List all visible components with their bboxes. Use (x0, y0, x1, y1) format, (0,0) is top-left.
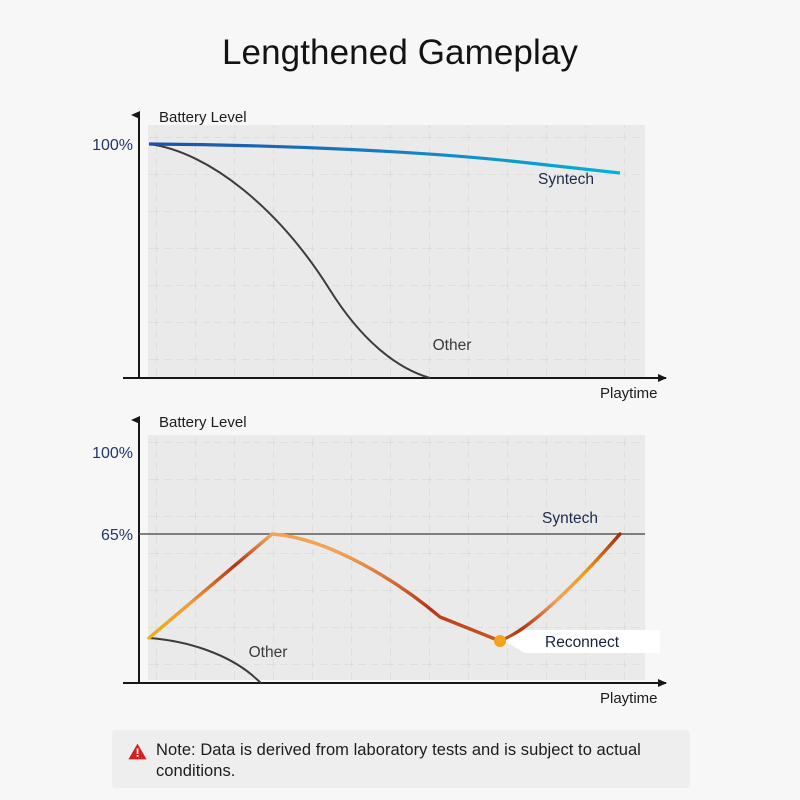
x-axis-label: Playtime (600, 385, 658, 402)
reconnect-marker-dot (494, 635, 506, 647)
chart-battery-playtime: Battery Level Playtime 100% Syntech Othe… (0, 100, 800, 405)
series-label-syntech: Syntech (542, 510, 598, 527)
y-tick-65: 65% (101, 527, 133, 544)
chart-2-canvas: Battery Level Playtime 100% 65% Syntech … (92, 414, 667, 707)
plot-grid (148, 125, 645, 378)
series-other-line (148, 637, 262, 684)
page-title: Lengthened Gameplay (221, 33, 579, 72)
x-axis-label: Playtime (600, 690, 658, 707)
note-text: Note: Data is derived from laboratory te… (156, 741, 641, 781)
callout-box (504, 630, 660, 653)
series-label-other: Other (249, 644, 288, 661)
series-label-syntech: Syntech (538, 171, 594, 188)
warning-triangle-icon (128, 743, 147, 760)
y-axis-label: Battery Level (159, 414, 247, 431)
y-tick-100: 100% (92, 137, 133, 154)
series-syntech-line (148, 142, 621, 175)
y-tick-100: 100% (92, 445, 133, 462)
series-label-other: Other (433, 337, 472, 354)
y-axis-label: Battery Level (159, 109, 247, 126)
series-other-line (148, 143, 431, 379)
note-banner: Note: Data is derived from laboratory te… (112, 730, 690, 788)
chart-battery-reconnect: Battery Level Playtime 100% 65% Syntech … (0, 405, 800, 715)
reconnect-annotation-label: Reconnect (545, 634, 620, 651)
chart-1-canvas: Battery Level Playtime 100% Syntech Othe… (92, 109, 667, 402)
series-syntech-line (147, 532, 622, 643)
